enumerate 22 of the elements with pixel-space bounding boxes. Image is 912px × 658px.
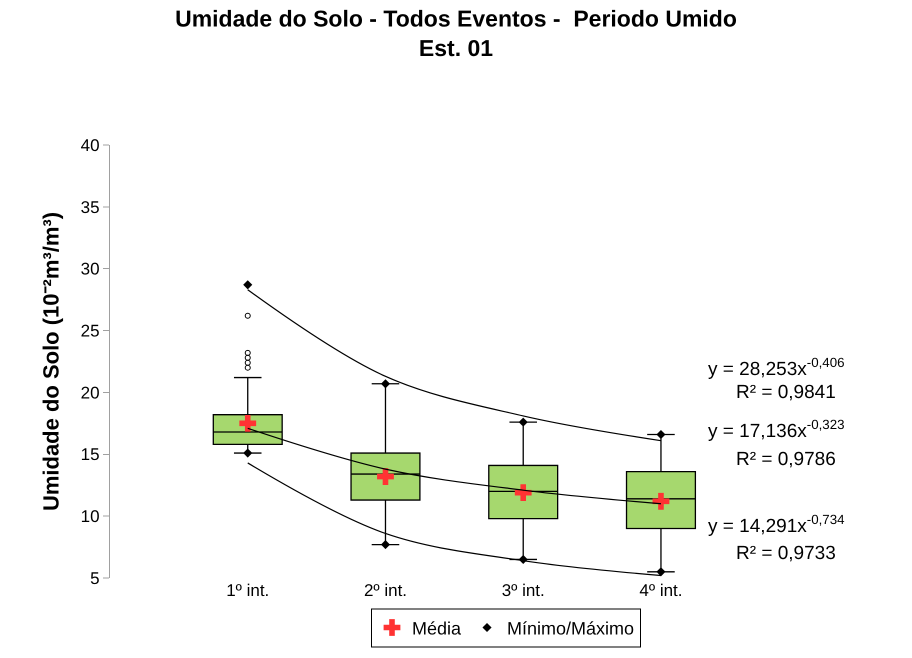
chart-title: Umidade do Solo - Todos Eventos - Periodo Umido Est. 01 [175,5,737,62]
y-tick-label: 10 [80,507,100,526]
legend-label: Média [412,618,462,639]
x-tick-label: 1º int. [226,581,270,600]
x-tick-label: 3º int. [502,581,545,600]
text: R² = 0,9786 [736,449,836,470]
y-axis-title: Umidade do Solo (10⁻²m³/m³) [38,212,64,512]
annotation: y = 28,253x$^{-0,406}$ [708,355,844,380]
annotation: y = 17,136x$^{-0,323}$ [708,417,844,442]
y-tick-label: 35 [80,198,100,217]
y-tick-label: 20 [80,383,100,402]
y-tick-label: 40 [80,136,100,155]
y-tick-label: 5 [90,568,100,588]
y-tick-label: 25 [80,322,100,341]
legend-label: Mínimo/Máximo [507,618,634,639]
text: R² = 0,9841 [736,382,836,403]
text: R² = 0,9733 [736,543,836,564]
x-tick-label: 4º int. [639,581,682,600]
x-tick-label: 2º int. [364,581,408,600]
annotation: y = 14,291x$^{-0,734}$ [708,512,844,537]
y-tick-label: 30 [80,260,100,279]
y-tick-label: 15 [80,445,100,464]
